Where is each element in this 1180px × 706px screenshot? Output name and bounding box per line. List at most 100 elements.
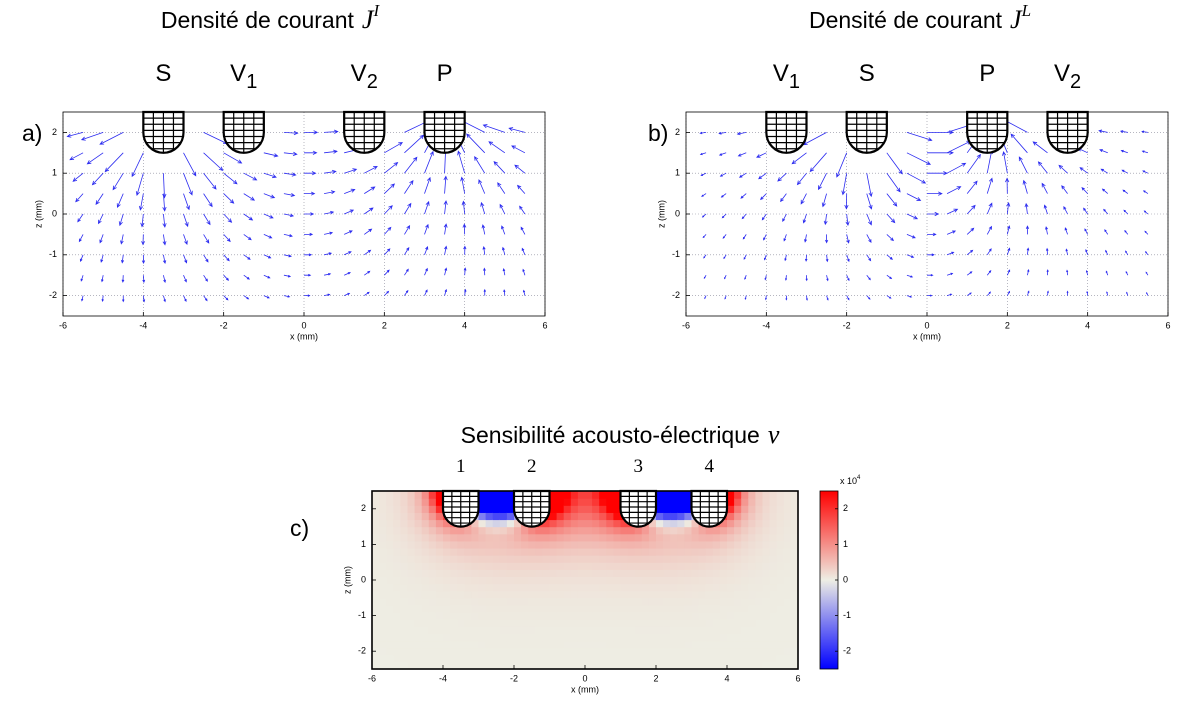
heatmap-cell [464, 604, 472, 613]
heatmap-cell [599, 491, 607, 499]
field-arrow [866, 254, 872, 262]
heatmap-cell [556, 569, 565, 578]
heatmap-cell [698, 640, 707, 649]
heatmap-cell [528, 619, 536, 627]
heatmap-cell [663, 505, 671, 513]
heatmap-cell [393, 547, 401, 556]
heatmap-cell [506, 597, 515, 606]
heatmap-cell [563, 626, 572, 634]
heatmap-cell [641, 619, 650, 627]
field-arrow [702, 234, 707, 239]
heatmap-cell [634, 647, 643, 656]
heatmap-cell [691, 533, 700, 542]
heatmap-cell [727, 505, 735, 513]
heatmap-cell [670, 540, 678, 549]
heatmap-cell [670, 633, 678, 642]
heatmap-cell [648, 661, 657, 670]
heatmap-cell [577, 604, 586, 613]
heatmap-cell [684, 633, 693, 642]
heatmap-cell [386, 562, 394, 570]
heatmap-cell [783, 604, 792, 613]
heatmap-cell [485, 590, 494, 599]
heatmap-cell [372, 533, 380, 542]
heatmap-cell [606, 597, 614, 606]
heatmap-cell [734, 583, 742, 592]
heatmap-cell [592, 626, 600, 634]
heatmap-cell [485, 647, 494, 656]
field-arrow [783, 234, 787, 242]
heatmap-cell [691, 619, 700, 627]
heatmap-cell [450, 583, 458, 592]
heatmap-cell [613, 505, 622, 513]
heatmap-cell [790, 626, 799, 634]
heatmap-cell [719, 640, 728, 649]
field-arrow [846, 254, 850, 263]
heatmap-cell [599, 640, 607, 649]
heatmap-cell [641, 647, 650, 656]
heatmap-cell [755, 640, 764, 649]
field-arrow [364, 249, 372, 256]
field-arrow [443, 223, 448, 235]
heatmap-cell [499, 619, 508, 627]
heatmap-cell [379, 583, 387, 592]
heatmap-cell [577, 526, 586, 535]
heatmap-cell [627, 626, 636, 634]
field-arrow [906, 234, 916, 239]
heatmap-cell [443, 562, 451, 570]
heatmap-cell [450, 540, 458, 549]
heatmap-cell [577, 583, 586, 592]
field-arrow [80, 132, 104, 141]
heatmap-cell [769, 576, 778, 585]
heatmap-cell [407, 519, 416, 528]
y-tick-label: 2 [361, 503, 366, 513]
heatmap-cell [719, 661, 728, 670]
heatmap-cell [677, 619, 685, 627]
heatmap-cell [499, 590, 508, 599]
heatmap-cell [670, 640, 678, 649]
heatmap-cell [556, 604, 565, 613]
field-arrow [1081, 187, 1088, 194]
heatmap-cell [790, 590, 799, 599]
heatmap-cell [727, 590, 735, 599]
heatmap-cell [492, 498, 501, 506]
field-arrow [1032, 141, 1048, 154]
heatmap-cell [421, 640, 430, 649]
heatmap-cell [556, 533, 565, 542]
field-arrow [203, 193, 213, 208]
heatmap-cell [499, 491, 508, 499]
heatmap-cell [443, 619, 451, 627]
heatmap-cell [634, 533, 643, 542]
field-arrow [802, 213, 807, 224]
heatmap-cell [457, 597, 465, 606]
field-arrow [304, 273, 312, 277]
heatmap-cell [634, 661, 643, 670]
field-arrow [886, 152, 903, 175]
heatmap-cell [478, 569, 487, 578]
field-arrow [141, 234, 145, 246]
heatmap-cell [570, 519, 579, 528]
heatmap-cell [592, 512, 600, 521]
electrode [1046, 110, 1089, 154]
heatmap-cell [762, 612, 771, 620]
heatmap-cell [755, 562, 764, 570]
heatmap-cell [514, 604, 522, 613]
heatmap-cell [556, 498, 565, 506]
heatmap-cell [577, 519, 586, 528]
heatmap-cell [698, 597, 707, 606]
x-tick-label: -6 [368, 673, 376, 683]
heatmap-cell [705, 661, 714, 670]
heatmap-cell [549, 540, 558, 549]
heatmap-cell [393, 498, 401, 506]
field-arrow [304, 294, 311, 297]
heatmap-cell [577, 547, 586, 556]
heatmap-cell [755, 555, 764, 563]
field-arrow [1121, 169, 1129, 174]
heatmap-cell [393, 569, 401, 578]
heatmap-cell [656, 562, 664, 570]
heatmap-cell [393, 505, 401, 513]
heatmap-cell [719, 626, 728, 634]
heatmap-cell [570, 583, 579, 592]
heatmap-cell [790, 555, 799, 563]
heatmap-cell [734, 604, 742, 613]
heatmap-cell [670, 604, 678, 613]
